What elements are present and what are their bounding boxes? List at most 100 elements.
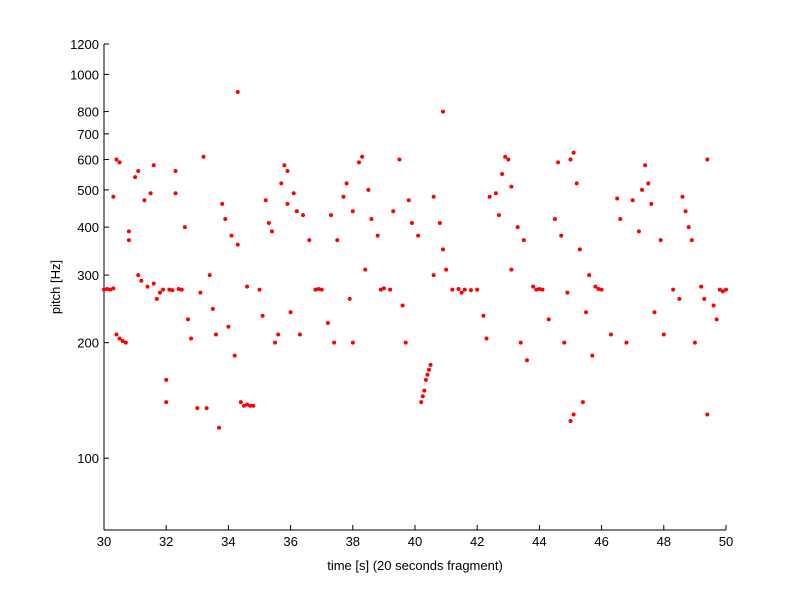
point — [577, 247, 582, 252]
point — [269, 229, 274, 234]
point — [235, 242, 240, 247]
point — [238, 400, 243, 405]
point — [431, 194, 436, 199]
point — [363, 267, 368, 272]
point — [515, 225, 520, 230]
point — [524, 358, 529, 363]
point — [285, 201, 290, 206]
point — [686, 225, 691, 230]
point — [201, 154, 206, 159]
point — [142, 198, 147, 203]
point — [456, 286, 461, 291]
point — [724, 287, 728, 292]
point — [185, 317, 190, 322]
point — [403, 340, 408, 345]
point — [556, 160, 561, 165]
x-tick-label: 30 — [97, 534, 111, 549]
point — [276, 332, 281, 337]
point — [521, 238, 526, 243]
point — [705, 412, 710, 417]
point — [350, 209, 355, 214]
x-tick-label: 42 — [470, 534, 484, 549]
point — [117, 160, 122, 165]
point — [702, 296, 707, 301]
point — [266, 221, 271, 226]
point — [568, 157, 573, 162]
point — [350, 340, 355, 345]
y-tick-label: 700 — [77, 127, 99, 142]
point — [587, 273, 592, 278]
point — [114, 157, 119, 162]
point — [440, 109, 445, 114]
point — [279, 181, 284, 186]
point — [440, 247, 445, 252]
point — [329, 213, 334, 218]
point — [198, 290, 203, 295]
point — [369, 216, 374, 221]
point — [652, 310, 657, 315]
point — [683, 209, 688, 214]
point — [509, 184, 514, 189]
point — [114, 332, 119, 337]
point — [518, 340, 523, 345]
point — [260, 313, 265, 318]
point — [170, 288, 175, 293]
point — [161, 287, 166, 292]
point — [120, 338, 125, 343]
point — [636, 229, 641, 234]
point — [111, 194, 116, 199]
point — [164, 377, 169, 382]
point — [500, 172, 505, 177]
point — [381, 286, 386, 291]
point — [546, 317, 551, 322]
point — [251, 403, 256, 408]
point — [241, 403, 246, 408]
point — [220, 201, 225, 206]
point — [335, 238, 340, 243]
x-tick-label: 44 — [532, 534, 546, 549]
point — [571, 412, 576, 417]
y-tick-label: 600 — [77, 153, 99, 168]
point — [263, 198, 268, 203]
point — [596, 286, 601, 291]
point — [419, 400, 424, 405]
point — [506, 157, 511, 162]
point — [313, 287, 318, 292]
point — [157, 290, 162, 295]
x-tick-label: 38 — [346, 534, 360, 549]
point — [714, 317, 719, 322]
point — [226, 324, 231, 329]
point — [705, 157, 710, 162]
point — [257, 287, 262, 292]
point — [176, 286, 181, 291]
point — [297, 332, 302, 337]
point — [400, 303, 405, 308]
point — [646, 181, 651, 186]
point — [574, 181, 579, 186]
point — [136, 273, 141, 278]
point — [167, 287, 172, 292]
point — [145, 284, 150, 289]
x-tick-label: 40 — [408, 534, 422, 549]
point — [123, 340, 128, 345]
point — [307, 238, 312, 243]
point — [717, 287, 722, 292]
point — [207, 273, 212, 278]
point — [288, 310, 293, 315]
point — [108, 287, 113, 292]
point — [316, 286, 321, 291]
point — [565, 290, 570, 295]
point — [423, 377, 428, 382]
point — [360, 154, 365, 159]
point — [643, 163, 648, 168]
point — [388, 287, 393, 292]
point — [711, 303, 716, 308]
point — [248, 403, 253, 408]
point — [151, 163, 156, 168]
point — [618, 216, 623, 221]
x-tick-label: 34 — [221, 534, 235, 549]
point — [608, 332, 613, 337]
point — [699, 284, 704, 289]
point — [487, 194, 492, 199]
